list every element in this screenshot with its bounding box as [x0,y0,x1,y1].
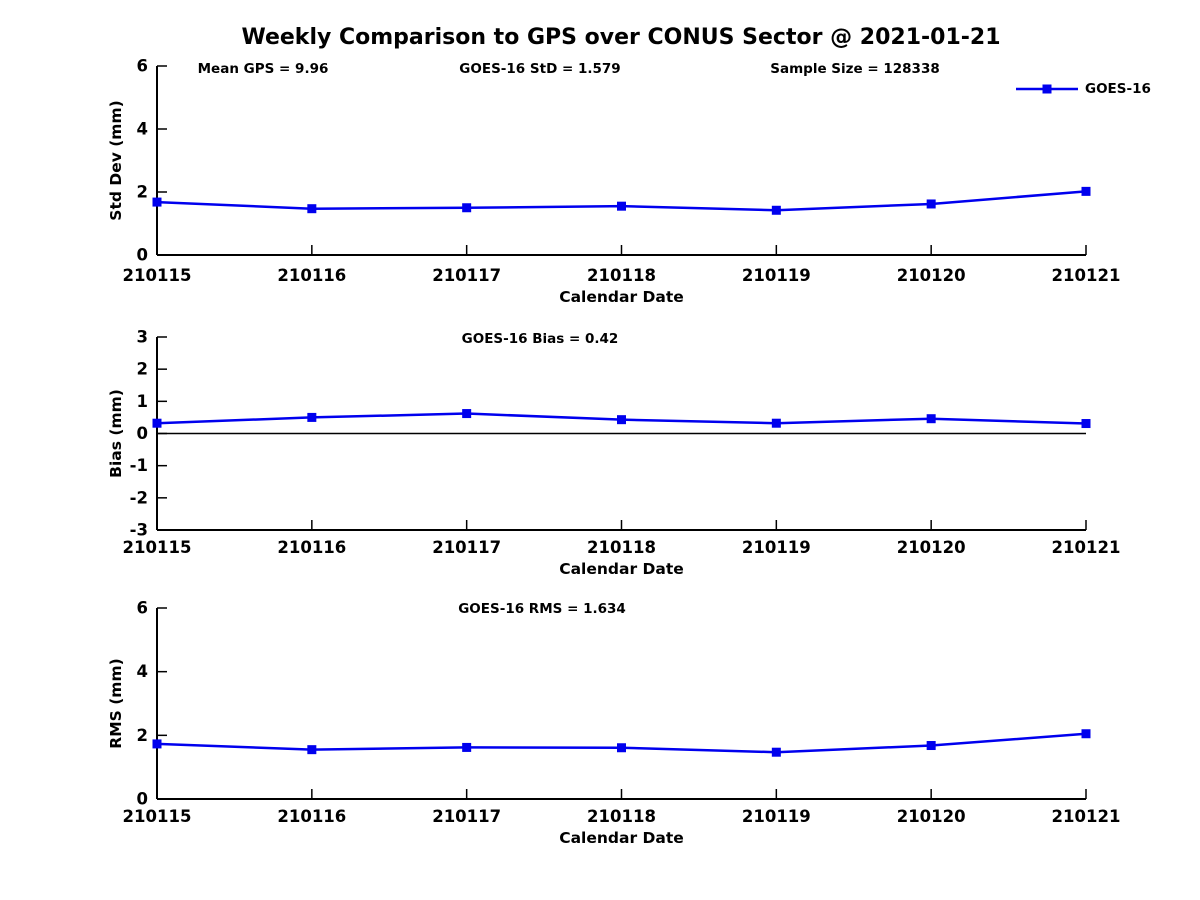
x-tick-label: 210119 [742,538,811,557]
subtitle-bias: GOES-16 Bias = 0.42 [462,331,619,347]
data-point [152,418,162,428]
stat-goes16-std: GOES-16 StD = 1.579 [459,61,620,77]
y-tick-label: -2 [130,488,148,507]
y-tick-label: 2 [137,360,148,379]
subtitle-rms: GOES-16 RMS = 1.634 [458,601,626,617]
subplots: 0 2 4 6 210115 210116 210117 210118 210119 210120… [107,57,1120,848]
x-tick-label: 210117 [432,807,501,826]
y-axis-label: RMS (mm) [107,658,125,748]
subplot-std-dev: 0 2 4 6 210115 210116 210117 210118 210119 210120… [107,57,1120,307]
data-point [617,201,626,211]
y-tick-label: 0 [137,424,148,443]
data-point [617,415,626,425]
y-tick-label: 4 [137,662,148,681]
data-point [1081,186,1091,196]
data-point [152,197,162,207]
data-point [462,203,472,213]
legend-label: GOES-16 [1085,81,1151,97]
y-tick-label: -3 [130,521,148,540]
y-tick-label: 0 [137,790,148,809]
x-axis-label: Calendar Date [559,560,684,578]
y-tick-label: 0 [137,246,148,265]
y-tick-label: 3 [137,328,148,347]
x-tick-label: 210117 [432,538,501,557]
x-tick-label: 210120 [897,266,966,285]
data-point [1081,729,1091,739]
y-tick-label: 6 [137,599,148,618]
x-tick-label: 210116 [277,807,346,826]
data-point [617,743,626,753]
y-tick-label: 2 [137,726,148,745]
data-point [926,199,936,209]
x-axis-label: Calendar Date [559,288,684,306]
y-tick-label: 1 [137,392,148,411]
x-tick-label: 210115 [123,807,192,826]
x-tick-label: 210116 [277,538,346,557]
data-point [462,742,472,752]
x-tick-label: 210118 [587,807,656,826]
y-axis-label: Bias (mm) [107,389,125,478]
stat-mean-gps: Mean GPS = 9.96 [198,61,329,77]
data-point [926,741,936,751]
x-tick-label: 210121 [1052,538,1121,557]
x-tick-label: 210117 [432,266,501,285]
x-tick-label: 210121 [1052,266,1121,285]
x-tick-label: 210119 [742,266,811,285]
x-tick-label: 210121 [1052,807,1121,826]
data-point [771,205,781,215]
x-axis-label: Calendar Date [559,829,684,847]
x-tick-label: 210119 [742,807,811,826]
subplot-bias: -3 -2 -1 0 1 2 3 210115 210116 210117 210118 210119… [107,328,1120,579]
y-tick-label: 4 [137,120,148,139]
data-point [771,747,781,757]
stat-sample-size: Sample Size = 128338 [770,61,939,77]
data-point [307,204,317,214]
y-tick-label: 2 [137,183,148,202]
x-tick-label: 210120 [897,807,966,826]
y-axis-label: Std Dev (mm) [107,100,125,220]
y-tick-label: -1 [130,456,148,475]
data-point [926,414,936,424]
data-point [771,418,781,428]
x-tick-label: 210115 [123,266,192,285]
data-point [1081,419,1091,429]
data-point [307,745,317,755]
figure-title: Weekly Comparison to GPS over CONUS Sect… [241,25,1000,50]
x-tick-label: 210118 [587,266,656,285]
x-tick-label: 210116 [277,266,346,285]
x-tick-label: 210120 [897,538,966,557]
data-point [152,739,162,749]
data-point [462,409,472,419]
data-point [307,412,317,422]
x-tick-label: 210118 [587,538,656,557]
legend: GOES-16 [1016,81,1151,97]
legend-marker-icon [1042,84,1052,94]
subplot-rms: 0 2 4 6 210115 210116 210117 210118 210119 210120… [107,599,1120,848]
x-tick-label: 210115 [123,538,192,557]
y-tick-label: 6 [137,57,148,76]
